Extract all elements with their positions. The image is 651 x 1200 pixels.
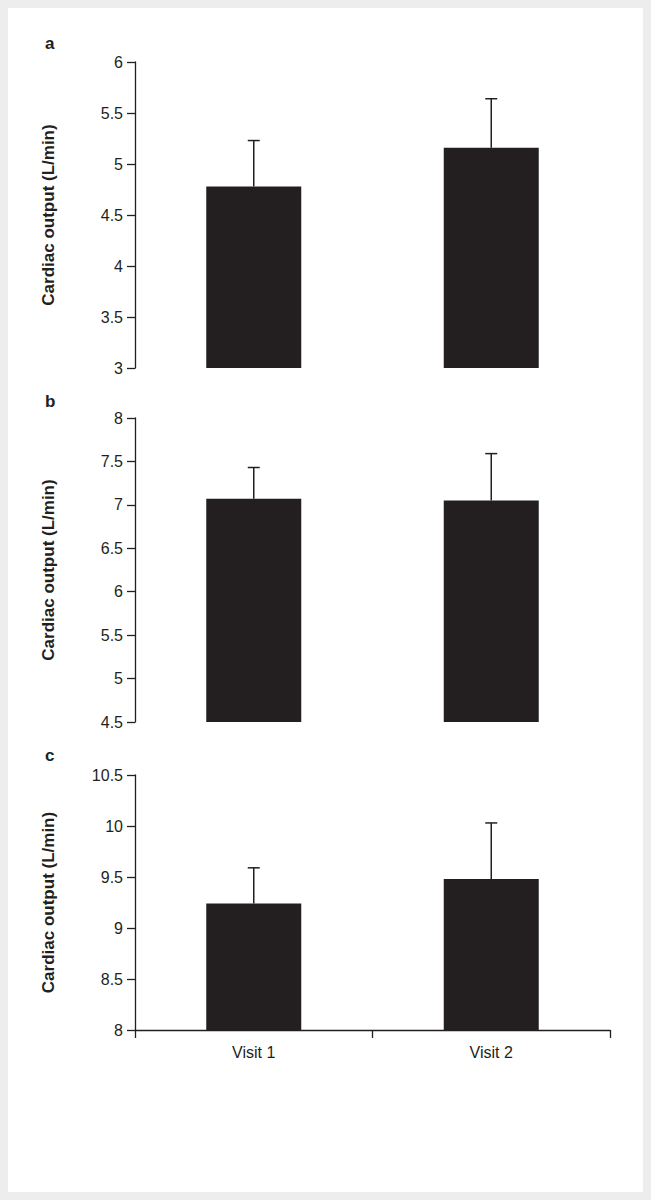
svg-text:10: 10 [105, 818, 123, 835]
svg-text:b: b [45, 392, 55, 411]
svg-text:6.5: 6.5 [101, 540, 123, 557]
svg-text:4: 4 [114, 258, 123, 275]
svg-text:Visit 2: Visit 2 [470, 1044, 513, 1061]
svg-text:3: 3 [114, 360, 123, 377]
svg-text:7: 7 [114, 496, 123, 513]
svg-text:a: a [45, 34, 55, 53]
svg-text:9: 9 [114, 920, 123, 937]
svg-text:c: c [45, 746, 54, 765]
svg-text:3.5: 3.5 [101, 309, 123, 326]
svg-text:4.5: 4.5 [101, 207, 123, 224]
svg-text:7.5: 7.5 [101, 453, 123, 470]
svg-text:Cardiac output (L/min): Cardiac output (L/min) [39, 812, 58, 993]
svg-text:Visit 1: Visit 1 [232, 1044, 275, 1061]
svg-text:6: 6 [114, 54, 123, 71]
svg-text:5.5: 5.5 [101, 627, 123, 644]
svg-text:Cardiac output (L/min): Cardiac output (L/min) [39, 124, 58, 305]
svg-text:10.5: 10.5 [92, 767, 123, 784]
svg-text:4.5: 4.5 [101, 714, 123, 731]
svg-text:8: 8 [114, 1022, 123, 1039]
svg-text:9.5: 9.5 [101, 869, 123, 886]
svg-text:6: 6 [114, 583, 123, 600]
svg-text:5.5: 5.5 [101, 105, 123, 122]
svg-text:5: 5 [114, 156, 123, 173]
svg-text:5: 5 [114, 670, 123, 687]
svg-text:Cardiac output (L/min): Cardiac output (L/min) [39, 479, 58, 660]
svg-text:8: 8 [114, 410, 123, 427]
svg-text:8.5: 8.5 [101, 971, 123, 988]
